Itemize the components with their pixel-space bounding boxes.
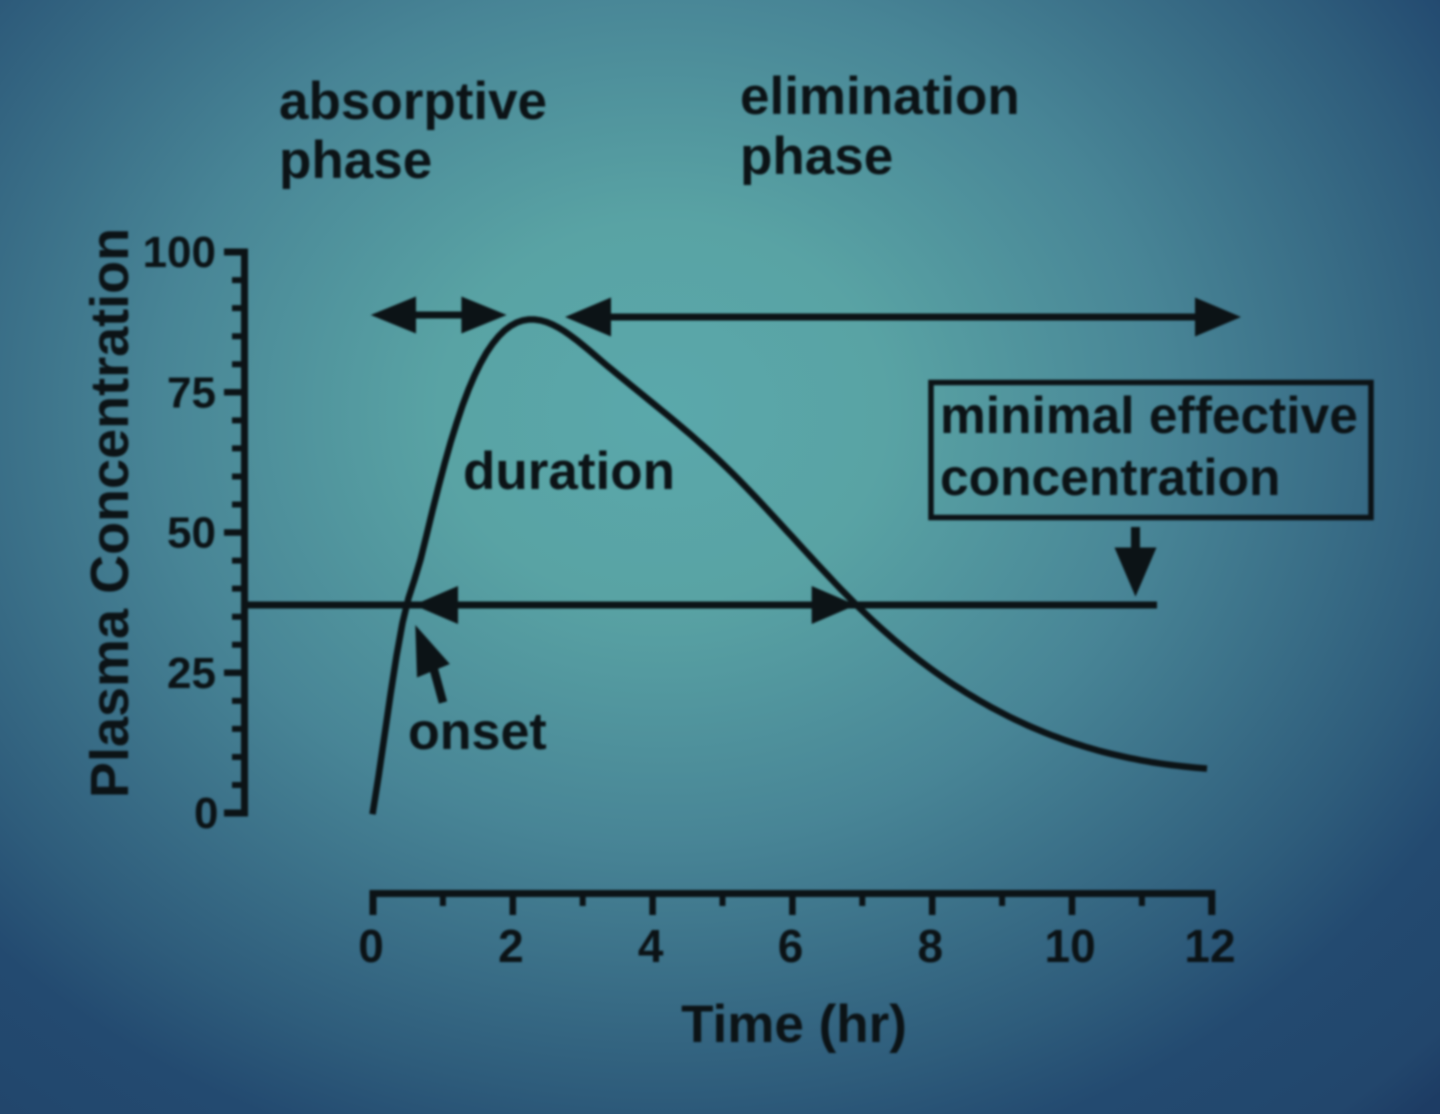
svg-text:12: 12: [1184, 920, 1235, 972]
svg-text:10: 10: [1045, 920, 1096, 972]
svg-text:50: 50: [167, 509, 216, 558]
svg-text:6: 6: [778, 920, 804, 972]
svg-text:25: 25: [167, 649, 216, 698]
svg-text:duration: duration: [463, 442, 675, 501]
svg-text:2: 2: [498, 920, 524, 972]
svg-text:absorptive: absorptive: [279, 72, 547, 131]
svg-text:8: 8: [918, 920, 944, 972]
svg-text:100: 100: [143, 228, 216, 277]
svg-text:Plasma Concentration: Plasma Concentration: [80, 228, 140, 798]
svg-text:Time (hr): Time (hr): [681, 995, 907, 1054]
svg-text:4: 4: [638, 920, 664, 972]
svg-text:phase: phase: [740, 127, 893, 186]
svg-text:onset: onset: [408, 703, 547, 761]
svg-text:75: 75: [167, 368, 216, 417]
svg-text:elimination: elimination: [740, 67, 1020, 126]
svg-text:concentration: concentration: [940, 448, 1281, 506]
svg-text:phase: phase: [279, 131, 432, 190]
svg-text:0: 0: [194, 789, 218, 838]
svg-text:minimal effective: minimal effective: [940, 386, 1358, 444]
svg-text:0: 0: [358, 920, 384, 972]
